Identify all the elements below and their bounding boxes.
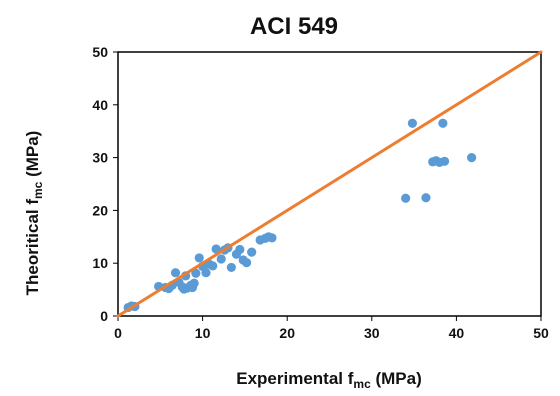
y-tick-label: 0 [100,308,108,324]
data-point [208,261,218,271]
data-point [438,118,448,128]
data-point [467,153,477,163]
y-axis-label: Theoritical fmc (MPa) [23,131,45,296]
plot-area: 0 10 20 30 40 50 0 10 20 30 40 50 [92,44,549,341]
y-axis-label-main: Theoritical f [23,199,42,296]
data-point [235,244,245,255]
x-axis-label-subscript: mc [353,377,371,391]
data-point [439,156,450,166]
data-point [267,233,277,243]
y-tick-label: 50 [92,44,108,60]
x-axis-label: Experimental fmc (MPa) [236,369,422,391]
x-tick-label: 40 [449,325,465,341]
data-point [189,278,199,288]
data-point [201,268,211,278]
y-tick-label: 10 [92,255,108,271]
x-axis-label-unit: (MPa) [371,369,422,388]
x-tick-label: 30 [364,325,380,341]
chart-title: ACI 549 [250,13,338,40]
x-tick-label: 10 [195,325,211,341]
y-axis-label-subscript: mc [31,181,45,199]
y-axis-ticks: 0 10 20 30 40 50 [92,44,118,324]
data-point [170,268,181,278]
x-tick-label: 0 [114,325,122,341]
y-tick-label: 20 [92,202,108,218]
data-point [247,247,257,257]
x-axis-label-main: Experimental f [236,369,353,388]
data-point [191,268,201,278]
reference-line [116,50,543,318]
y-tick-label: 30 [92,150,108,166]
data-points [123,118,477,313]
y-axis-label-unit: (MPa) [23,131,42,182]
data-point [194,253,204,263]
data-point [241,258,252,268]
x-axis-ticks: 0 10 20 30 40 50 [114,316,549,341]
x-tick-label: 20 [279,325,295,341]
data-point [421,193,431,203]
y-tick-label: 40 [92,97,108,113]
plot-frame [117,51,542,317]
x-tick-label: 50 [533,325,549,341]
data-point [216,254,226,264]
data-point [226,262,236,273]
data-point [401,193,411,203]
data-point [407,118,418,128]
data-point [211,244,221,254]
